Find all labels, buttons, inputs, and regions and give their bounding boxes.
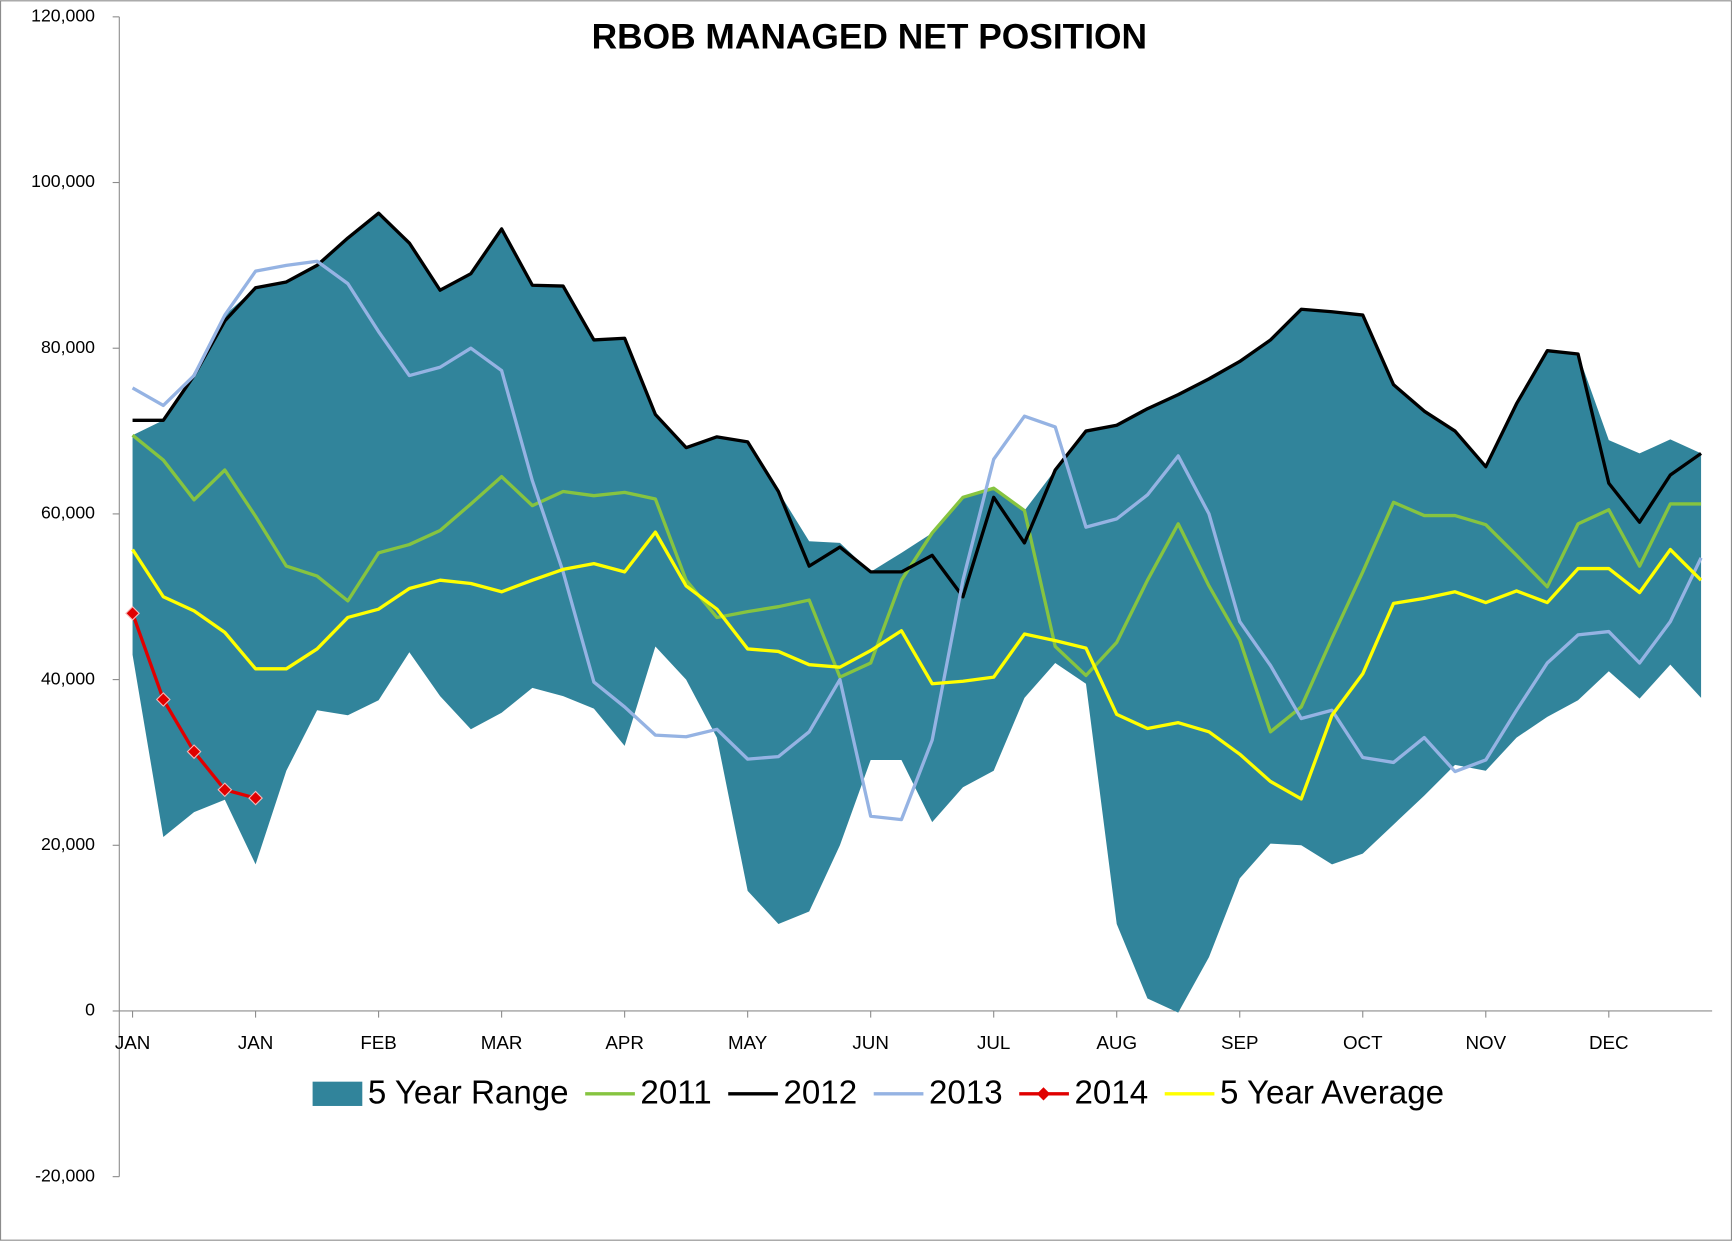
series-marker bbox=[186, 744, 202, 760]
legend-label: 5 Year Average bbox=[1220, 1075, 1444, 1112]
legend-label: 2013 bbox=[929, 1075, 1003, 1112]
series-marker bbox=[248, 790, 263, 806]
series-line bbox=[132, 211, 1703, 599]
x-tick-label: NOV bbox=[1465, 1032, 1506, 1053]
x-tick-label: JAN bbox=[238, 1032, 273, 1053]
series-marker bbox=[155, 692, 171, 707]
y-tick-label: 120,000 bbox=[31, 6, 95, 26]
series-line bbox=[131, 259, 1703, 822]
series-line bbox=[131, 530, 1703, 801]
x-tick-label: AUG bbox=[1096, 1032, 1137, 1053]
x-tick-label: DEC bbox=[1589, 1032, 1629, 1053]
legend-label: 2012 bbox=[783, 1075, 857, 1112]
chart-title: RBOB MANAGED NET POSITION bbox=[592, 17, 1147, 56]
legend-swatch bbox=[312, 1081, 363, 1106]
legend-label: 2011 bbox=[640, 1075, 711, 1112]
y-tick-label: 100,000 bbox=[31, 171, 95, 191]
y-tick-label: 40,000 bbox=[41, 668, 95, 688]
x-tick-label: JUN bbox=[852, 1032, 889, 1053]
x-tick-label: MAY bbox=[728, 1032, 768, 1053]
y-tick-label: -20,000 bbox=[35, 1165, 95, 1185]
x-tick-label: MAR bbox=[481, 1032, 523, 1053]
legend-label: 5 Year Range bbox=[368, 1075, 569, 1112]
x-tick-label: JAN bbox=[115, 1032, 150, 1053]
y-tick-label: 0 bbox=[85, 1000, 95, 1020]
x-tick-label: APR bbox=[605, 1032, 644, 1053]
legend-label: 2014 bbox=[1074, 1075, 1148, 1112]
series-line bbox=[131, 433, 1702, 734]
series-marker bbox=[125, 605, 140, 621]
y-tick-label: 80,000 bbox=[41, 337, 95, 357]
y-tick-label: 60,000 bbox=[41, 503, 95, 523]
y-tick-label: 20,000 bbox=[41, 834, 95, 854]
x-tick-label: JUL bbox=[977, 1032, 1010, 1053]
legend-marker bbox=[1036, 1087, 1051, 1101]
x-tick-label: SEP bbox=[1221, 1032, 1259, 1053]
series-marker bbox=[217, 782, 233, 798]
range-area bbox=[132, 213, 1702, 1013]
x-tick-label: FEB bbox=[360, 1032, 397, 1053]
x-tick-label: OCT bbox=[1343, 1032, 1383, 1053]
